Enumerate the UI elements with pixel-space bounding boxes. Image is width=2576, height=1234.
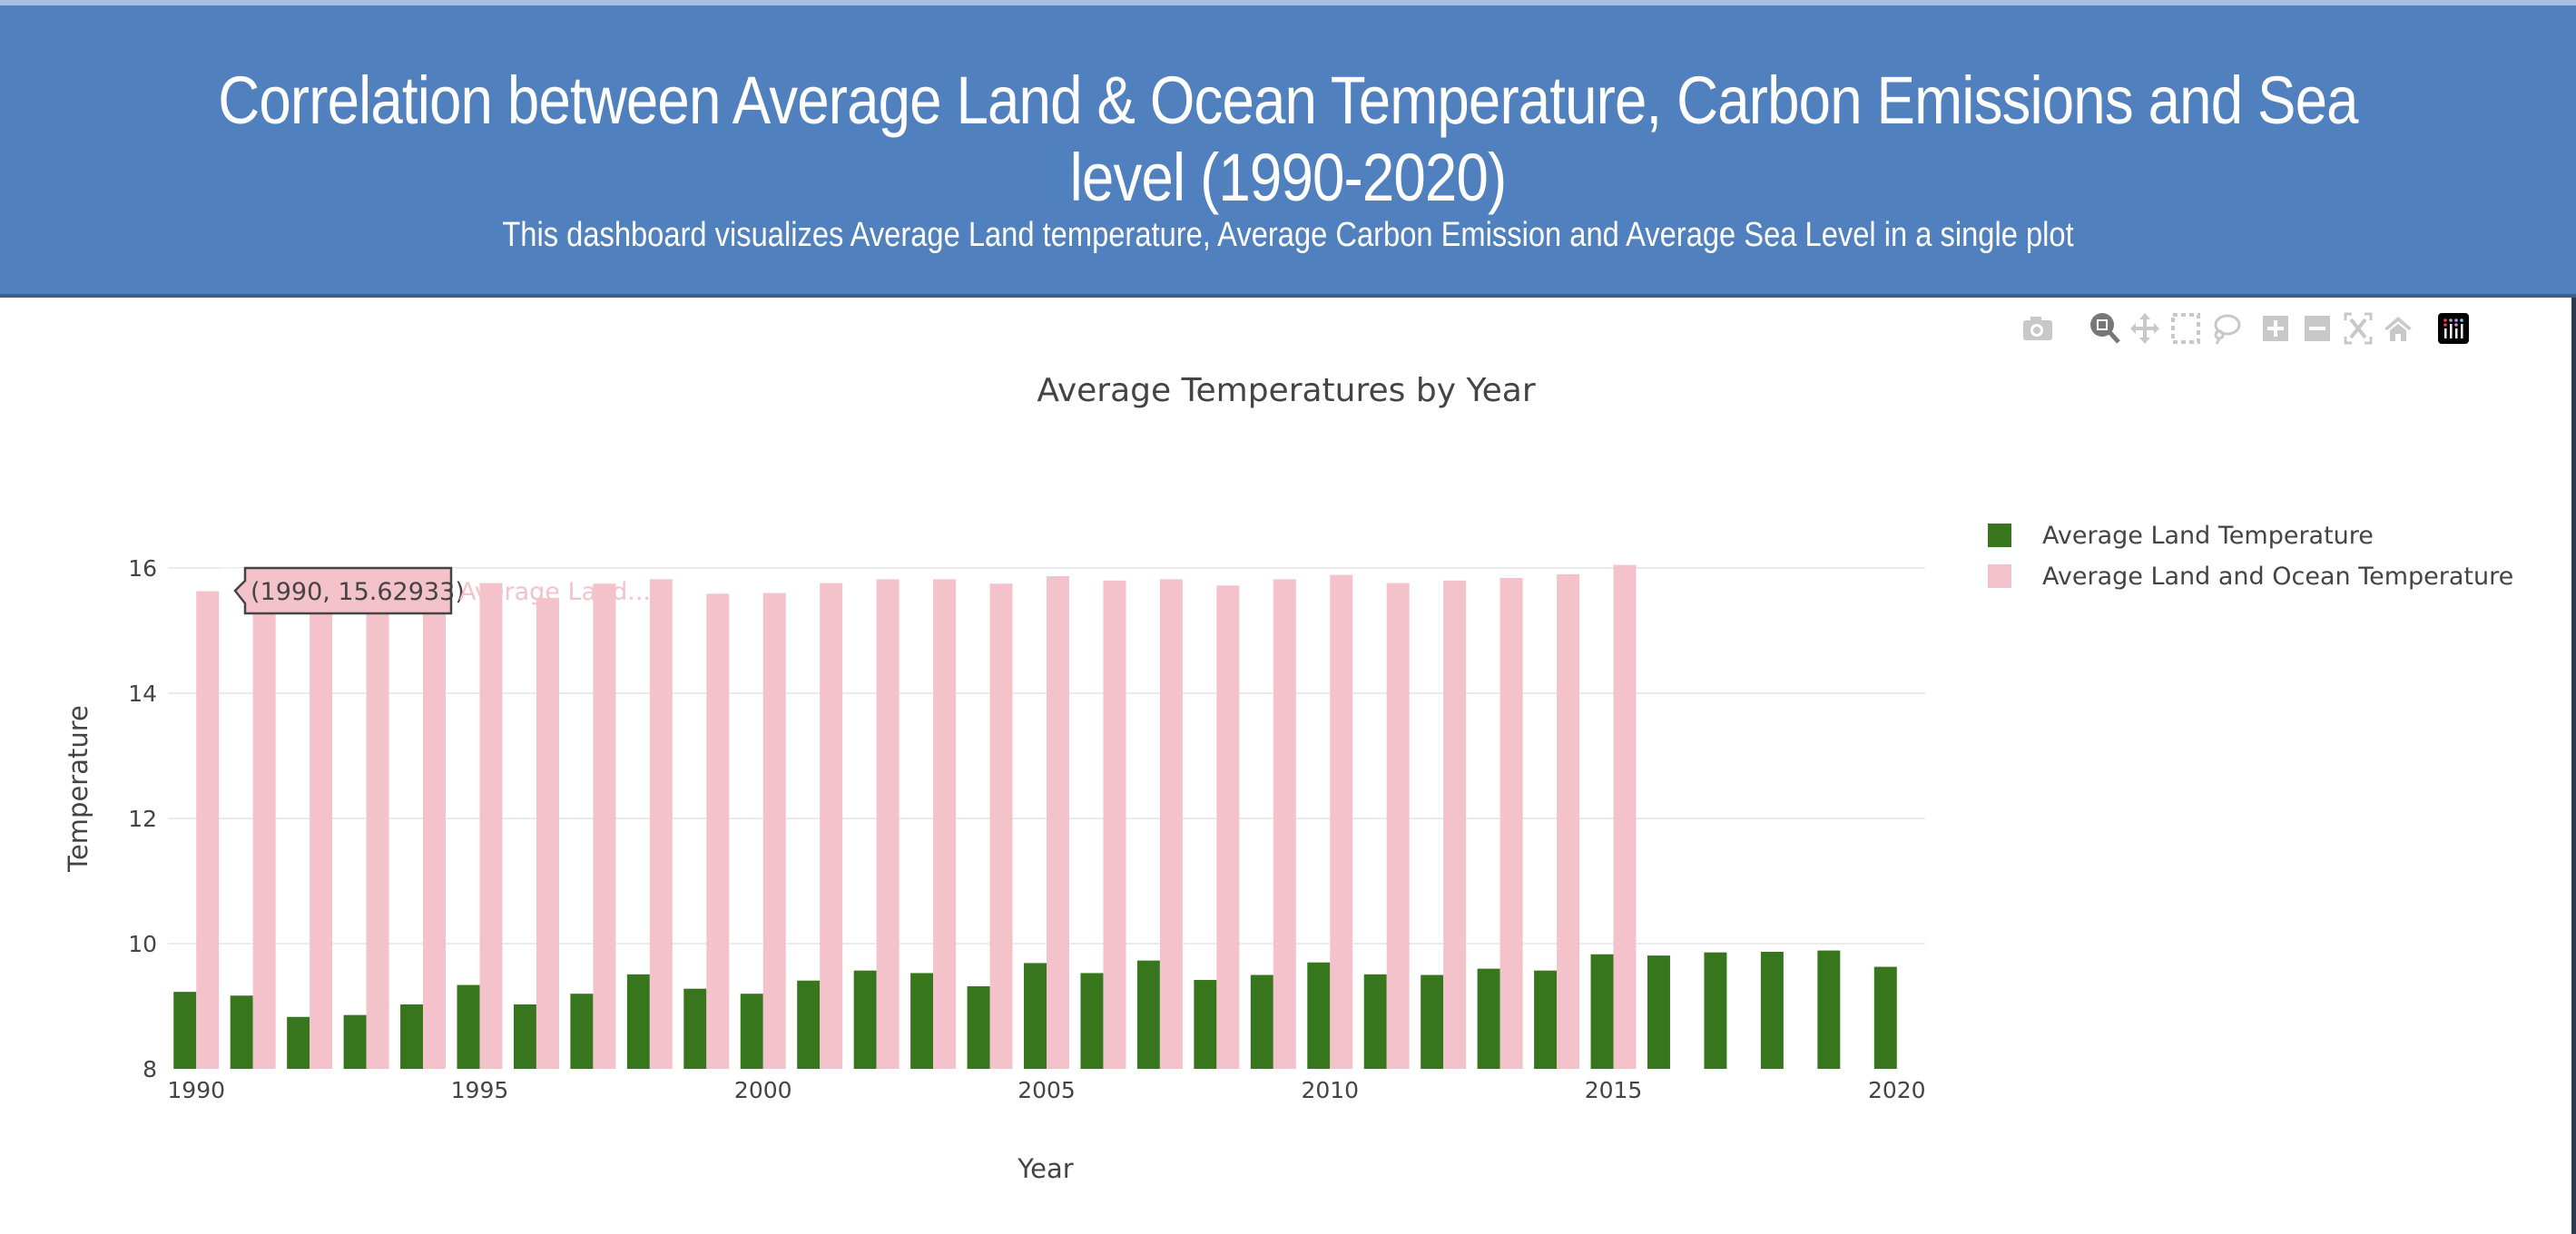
y-tick-label: 10 bbox=[128, 931, 157, 957]
legend-item-label: Average Land Temperature bbox=[2042, 522, 2374, 550]
bar-land-ocean-2005 bbox=[1047, 575, 1069, 1069]
lasso-icon[interactable] bbox=[2207, 310, 2244, 347]
bar-land-2006 bbox=[1080, 973, 1104, 1069]
bar-land-2019 bbox=[1817, 950, 1841, 1069]
y-axis-label: Temperature bbox=[63, 705, 93, 873]
bar-land-2015 bbox=[1590, 954, 1614, 1069]
bar-land-2003 bbox=[910, 973, 934, 1069]
chart-title: Average Temperatures by Year bbox=[1037, 372, 1536, 409]
bar-land-2007 bbox=[1136, 960, 1160, 1069]
bar-land-2018 bbox=[1760, 951, 1784, 1069]
legend-swatch bbox=[1988, 524, 2011, 547]
plotly-logo-icon[interactable] bbox=[2435, 310, 2472, 347]
hover-tooltip: (1990, 15.62933) Average Land... bbox=[223, 566, 651, 615]
bar-land-ocean-2010 bbox=[1330, 574, 1353, 1069]
x-tick-label: 2020 bbox=[1868, 1077, 1926, 1103]
y-tick-label: 12 bbox=[128, 806, 157, 832]
bar-land-ocean-1996 bbox=[536, 598, 559, 1069]
x-tick-label: 2010 bbox=[1301, 1077, 1359, 1103]
bar-land-2002 bbox=[853, 970, 877, 1069]
bar-land-1992 bbox=[287, 1016, 310, 1069]
bar-land-1996 bbox=[513, 1004, 536, 1069]
bar-land-1998 bbox=[626, 974, 650, 1069]
window-top-strip bbox=[0, 0, 2576, 5]
bar-land-2004 bbox=[967, 985, 990, 1069]
bar-land-1991 bbox=[230, 995, 253, 1069]
bar-land-2001 bbox=[797, 980, 821, 1069]
bar-land-ocean-1997 bbox=[593, 583, 616, 1069]
x-tick-label: 1990 bbox=[167, 1077, 225, 1103]
bar-land-2017 bbox=[1704, 952, 1727, 1069]
bar-land-1993 bbox=[343, 1014, 367, 1069]
bar-land-2013 bbox=[1477, 968, 1500, 1069]
bar-land-ocean-2001 bbox=[820, 583, 843, 1069]
bar-land-ocean-1999 bbox=[706, 593, 730, 1069]
bar-land-2010 bbox=[1307, 962, 1331, 1069]
bar-land-1994 bbox=[400, 1004, 424, 1069]
bar-land-ocean-2002 bbox=[876, 579, 900, 1069]
autoscale-icon[interactable] bbox=[2340, 310, 2376, 347]
y-tick-label: 16 bbox=[128, 555, 157, 582]
legend: Average Land Temperature Average Land and… bbox=[1988, 522, 2513, 591]
bar-land-ocean-2006 bbox=[1103, 580, 1126, 1069]
bar-land-ocean-2011 bbox=[1386, 583, 1410, 1069]
bar-land-ocean-1998 bbox=[649, 579, 673, 1069]
bar-land-ocean-1990 bbox=[196, 591, 220, 1069]
bar-land-1990 bbox=[173, 992, 197, 1069]
x-tick-label: 2005 bbox=[1018, 1077, 1076, 1103]
bar-land-ocean-1995 bbox=[479, 583, 503, 1069]
tooltip-value: (1990, 15.62933) bbox=[251, 578, 465, 606]
legend-item-label: Average Land and Ocean Temperature bbox=[2042, 563, 2513, 591]
bar-land-ocean-2013 bbox=[1499, 578, 1523, 1069]
x-axis-label: Year bbox=[1017, 1153, 1073, 1184]
bar-land-2008 bbox=[1194, 980, 1217, 1069]
zoom-icon[interactable] bbox=[2087, 310, 2123, 347]
pan-icon[interactable] bbox=[2127, 310, 2163, 347]
zoom-out-icon[interactable] bbox=[2299, 310, 2335, 347]
box-select-icon[interactable] bbox=[2168, 310, 2204, 347]
bar-land-ocean-2003 bbox=[933, 579, 957, 1069]
bar-land-ocean-2014 bbox=[1557, 573, 1580, 1069]
bar-land-2000 bbox=[740, 994, 763, 1069]
legend-swatch bbox=[1988, 564, 2011, 588]
bar-land-1995 bbox=[457, 984, 480, 1069]
y-tick-label: 8 bbox=[143, 1056, 157, 1082]
bar-land-2014 bbox=[1534, 970, 1558, 1069]
x-tick-label: 2015 bbox=[1585, 1077, 1643, 1103]
bar-land-1997 bbox=[570, 994, 594, 1069]
zoom-in-icon[interactable] bbox=[2257, 310, 2294, 347]
camera-icon[interactable] bbox=[2020, 310, 2056, 347]
bar-land-2020 bbox=[1873, 966, 1897, 1069]
bar-land-2012 bbox=[1421, 974, 1444, 1069]
bar-land-ocean-1994 bbox=[423, 595, 447, 1069]
dashboard-subtitle: This dashboard visualizes Average Land t… bbox=[502, 216, 2074, 254]
page-edge bbox=[2571, 298, 2576, 1234]
bar-land-ocean-2000 bbox=[762, 593, 786, 1069]
bar-land-ocean-2012 bbox=[1443, 580, 1467, 1069]
bar-land-ocean-2015 bbox=[1613, 564, 1637, 1069]
bar-land-2016 bbox=[1647, 955, 1670, 1069]
bar-land-2005 bbox=[1024, 963, 1047, 1069]
bar-land-ocean-1991 bbox=[252, 583, 276, 1069]
dashboard-header: Correlation between Average Land & Ocean… bbox=[0, 5, 2576, 298]
dashboard-title: Correlation between Average Land & Ocean… bbox=[218, 63, 2358, 215]
x-tick-label: 2000 bbox=[734, 1077, 792, 1103]
y-tick-label: 14 bbox=[128, 681, 157, 707]
bar-land-ocean-2009 bbox=[1273, 579, 1296, 1069]
bar-land-2009 bbox=[1250, 974, 1273, 1069]
bar-land-ocean-1993 bbox=[366, 602, 389, 1069]
bar-land-ocean-2008 bbox=[1216, 585, 1240, 1069]
bar-land-ocean-2004 bbox=[989, 583, 1013, 1069]
tooltip-series: Average Land... bbox=[459, 578, 651, 606]
bar-land-2011 bbox=[1363, 974, 1387, 1069]
x-tick-label: 1995 bbox=[451, 1077, 509, 1103]
bar-land-ocean-1992 bbox=[310, 603, 333, 1069]
home-icon[interactable] bbox=[2380, 310, 2416, 347]
bar-land-1999 bbox=[683, 988, 707, 1069]
bar-land-ocean-2007 bbox=[1159, 579, 1183, 1069]
